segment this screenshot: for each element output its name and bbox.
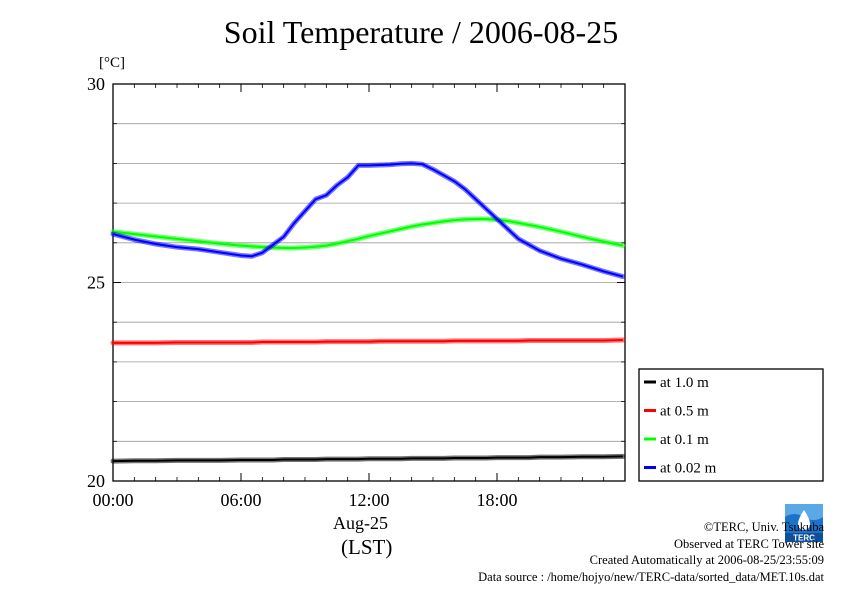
copyright-text: ©TERC, Univ. Tsukuba bbox=[703, 520, 824, 534]
series-band bbox=[110, 160, 626, 280]
legend-box bbox=[638, 368, 824, 482]
series-line bbox=[112, 162, 624, 278]
series-at-0-02-m bbox=[110, 160, 626, 280]
legend-label: at 0.1 m bbox=[660, 432, 709, 448]
observed-text: Observed at TERC Tower site bbox=[673, 536, 824, 551]
x-tick-label: 18:00 bbox=[476, 490, 517, 510]
axis-ticks: 00:00 06:00 12:00 18:00 20 25 30 bbox=[87, 74, 625, 510]
series-at-1-0-m bbox=[110, 453, 626, 464]
legend-label: at 1.0 m bbox=[660, 375, 709, 391]
x-tick-label: 12:00 bbox=[348, 490, 389, 510]
x-axis-timezone-label: (LST) bbox=[341, 535, 393, 559]
legend-label: at 0.02 m bbox=[660, 461, 717, 477]
y-tick-label: 30 bbox=[87, 74, 105, 94]
series-line bbox=[112, 217, 624, 249]
source-text: Data source : /home/hojyo/new/TERC-data/… bbox=[478, 569, 824, 584]
legend-label: at 0.5 m bbox=[660, 404, 709, 420]
x-tick-label: 06:00 bbox=[220, 490, 261, 510]
grid-lines bbox=[113, 123, 625, 442]
x-tick-label: 00:00 bbox=[92, 490, 133, 510]
series-at-0-5-m bbox=[110, 337, 626, 346]
credits-block: ©TERC, Univ. Tsukuba Observed at TERC To… bbox=[478, 519, 824, 585]
series-lines bbox=[110, 160, 626, 464]
logo-text: TERC bbox=[793, 534, 815, 543]
series-line bbox=[113, 339, 623, 344]
y-axis-unit-label: [°C] bbox=[99, 55, 125, 71]
terc-logo-icon: TERC bbox=[785, 504, 823, 543]
series-at-0-1-m bbox=[110, 216, 626, 251]
x-axis-date-label: Aug-25 bbox=[333, 513, 388, 533]
series-band bbox=[110, 216, 626, 251]
created-text: Created Automatically at 2006-08-25/23:5… bbox=[589, 553, 824, 568]
legend: at 1.0 m at 0.5 m at 0.1 m at 0.02 m bbox=[638, 368, 824, 482]
y-tick-label: 20 bbox=[87, 471, 105, 491]
series-line bbox=[112, 455, 623, 463]
y-tick-label: 25 bbox=[87, 273, 105, 293]
chart-title: Soil Temperature / 2006-08-25 bbox=[223, 14, 619, 50]
